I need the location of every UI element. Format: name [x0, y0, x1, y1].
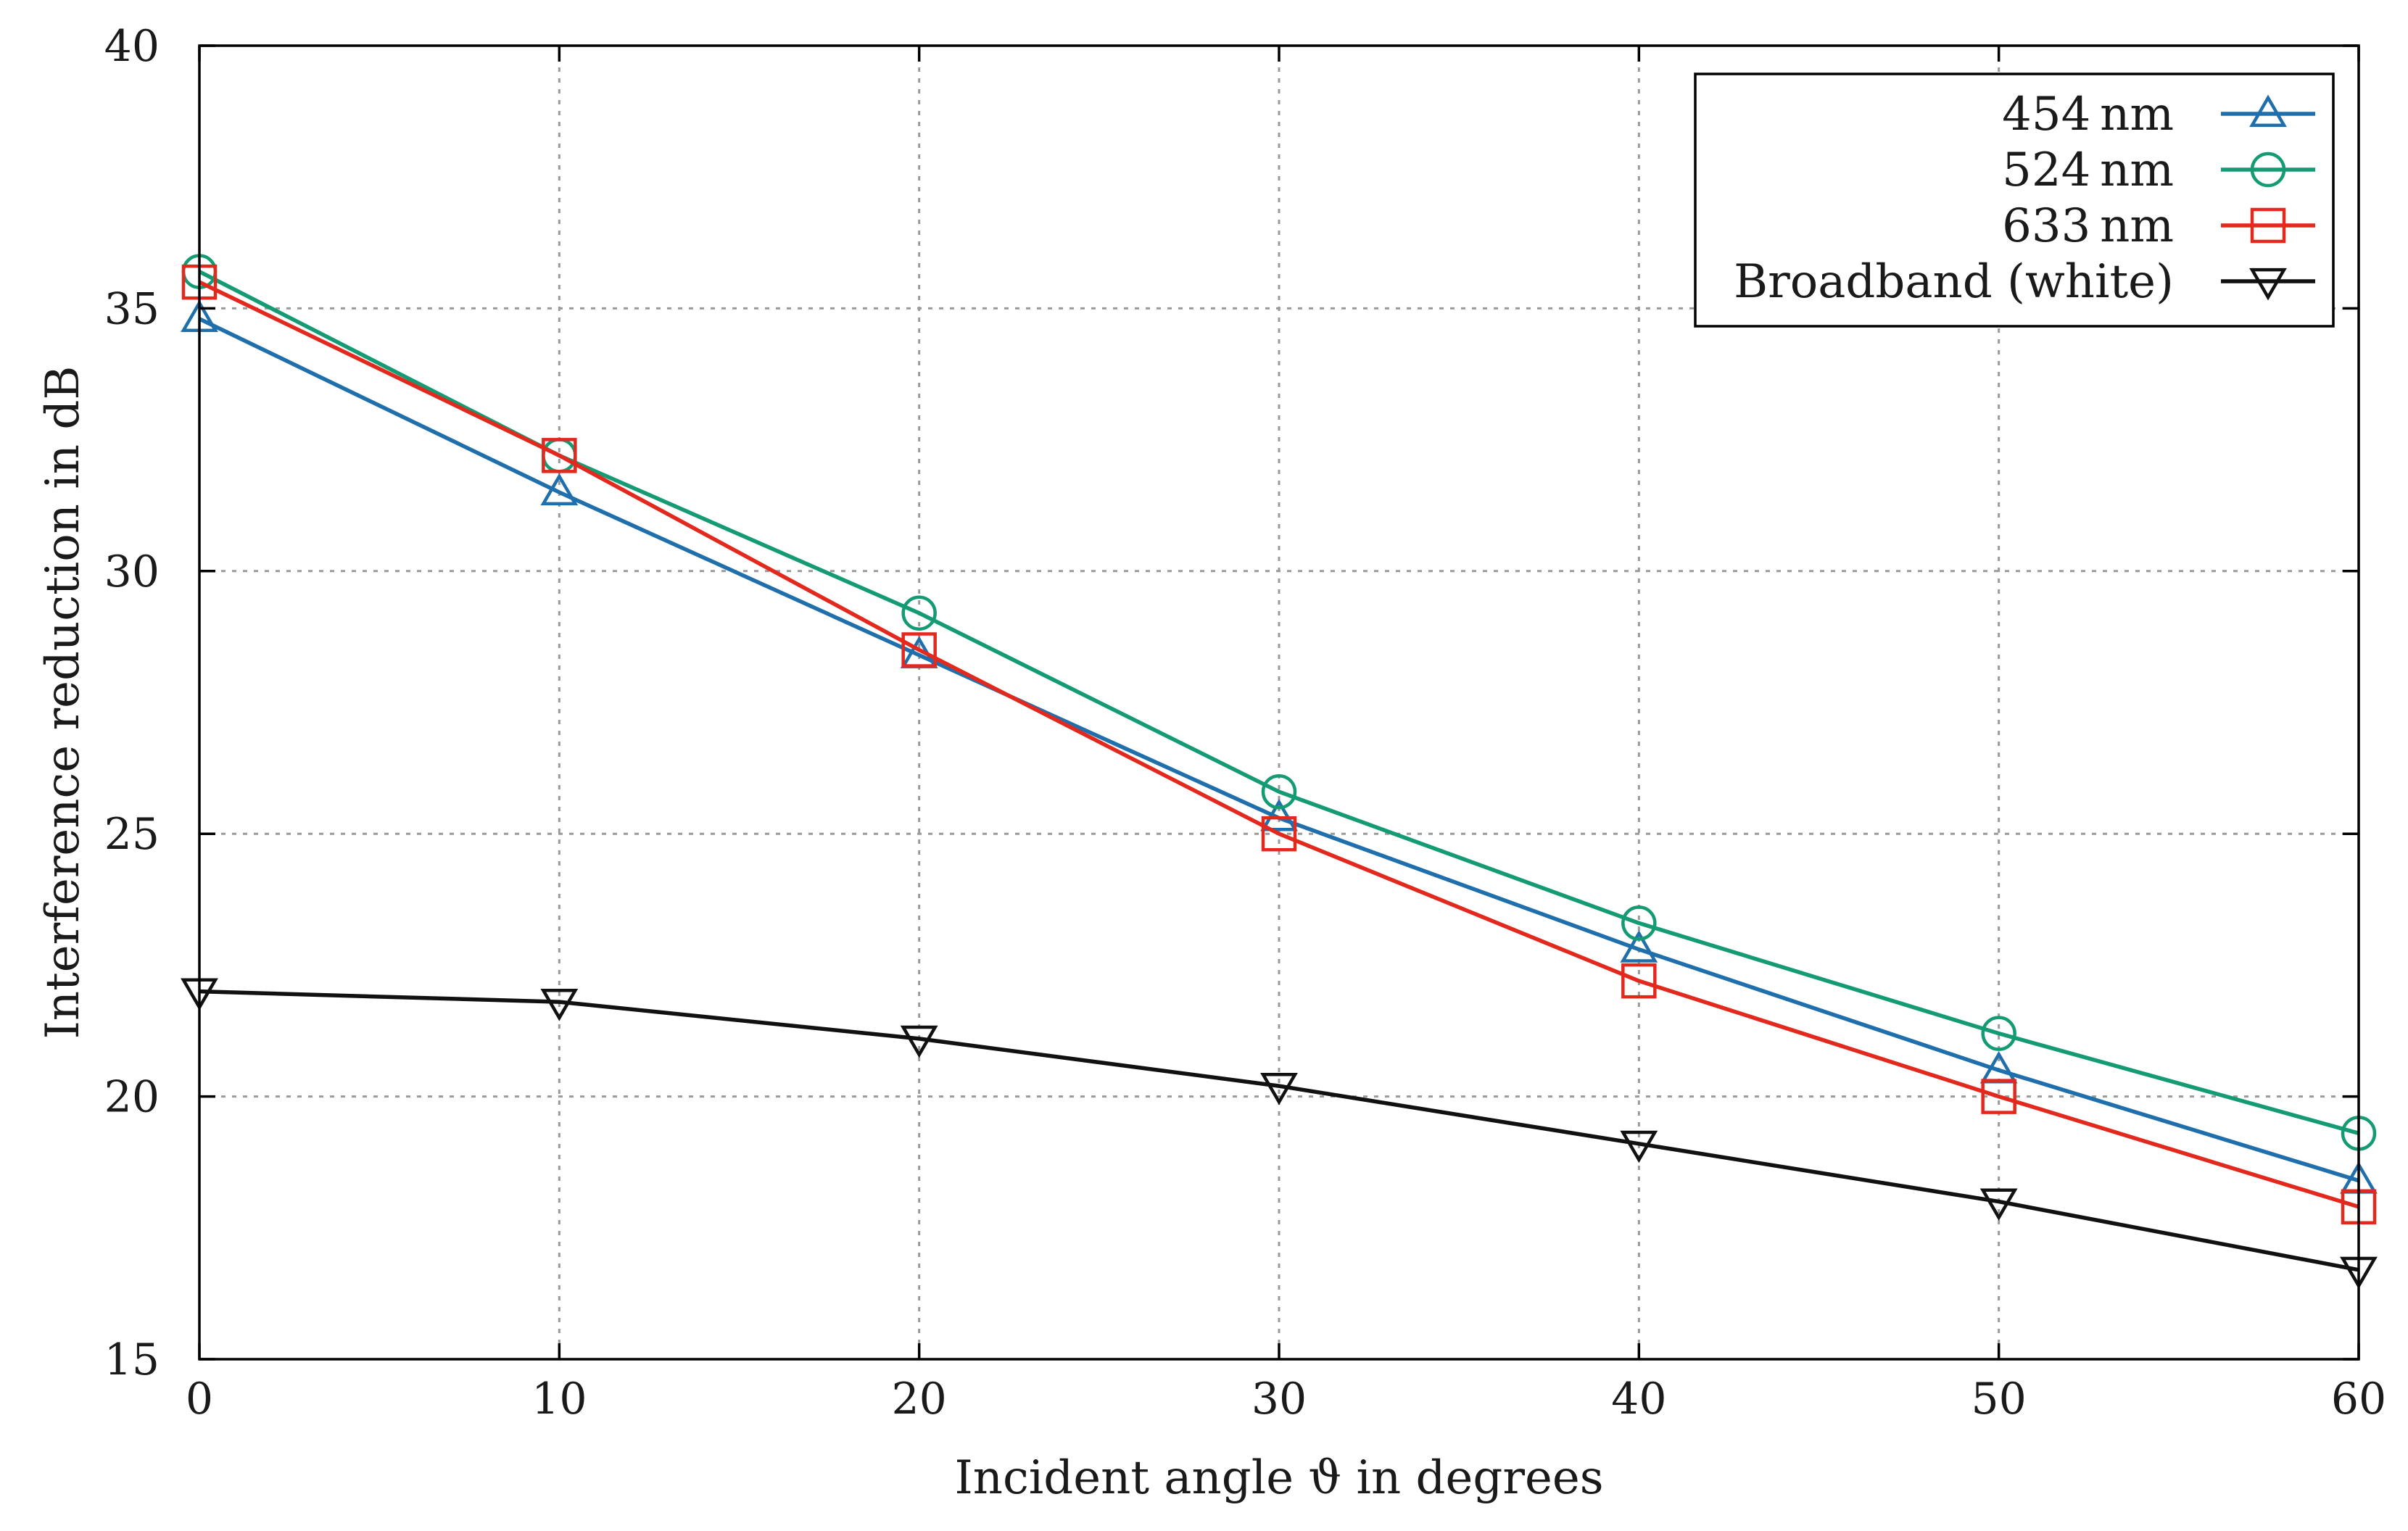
series-3 [181, 978, 2378, 1290]
series-line [198, 280, 2359, 1209]
x-tick-label: 60 [2331, 1374, 2386, 1424]
data-point [1261, 816, 1297, 852]
x-tick-label: 30 [1251, 1374, 1307, 1424]
x-tick-label: 0 [186, 1374, 213, 1424]
series-line [199, 989, 2359, 1272]
data-point [901, 632, 937, 668]
data-point [1979, 1188, 2018, 1221]
x-tick-label: 20 [891, 1374, 946, 1424]
data-point [901, 595, 937, 631]
y-axis-title: Interference reduction in dB [36, 366, 90, 1040]
data-point [1260, 1073, 1298, 1105]
y-tick-label: 40 [104, 21, 160, 72]
legend-marker [2249, 94, 2287, 128]
y-tick-label: 20 [104, 1072, 160, 1123]
legend-marker [2250, 207, 2286, 244]
y-tick-label: 35 [104, 283, 160, 334]
x-tick-label: 50 [1971, 1374, 2026, 1424]
x-axis-title: Incident angle ϑ in degrees [954, 1451, 1603, 1505]
x-tick-label: 40 [1611, 1374, 1666, 1424]
data-point [1620, 930, 1658, 963]
legend-label: 633 nm [2002, 199, 2174, 253]
data-point [1261, 773, 1297, 810]
legend-label: 524 nm [2002, 144, 2174, 197]
data-point [540, 989, 579, 1021]
data-point [900, 1025, 938, 1058]
data-point [1981, 1079, 2016, 1114]
axes [198, 44, 2360, 1361]
legend-marker [2249, 267, 2287, 301]
legend-label: 454 nm [2002, 88, 2174, 141]
data-point [1621, 905, 1657, 941]
y-tick-label: 15 [104, 1335, 160, 1385]
data-point [1620, 1130, 1658, 1163]
legend-marker [2250, 152, 2286, 188]
x-tick-label: 10 [531, 1374, 587, 1424]
legend-box [1694, 72, 2335, 328]
y-tick-label: 25 [104, 809, 160, 860]
data-point [1621, 963, 1657, 999]
data-point [540, 473, 579, 506]
y-tick-label: 30 [104, 547, 160, 597]
data-series [181, 254, 2378, 1290]
legend-label: Broadband (white) [1734, 255, 2174, 309]
data-point [1981, 1016, 2016, 1051]
tick-labels: 0 10 20 30 40 50 60 15 20 25 30 35 40 [104, 21, 2387, 1424]
data-point [1260, 798, 1298, 831]
data-point [542, 438, 577, 473]
